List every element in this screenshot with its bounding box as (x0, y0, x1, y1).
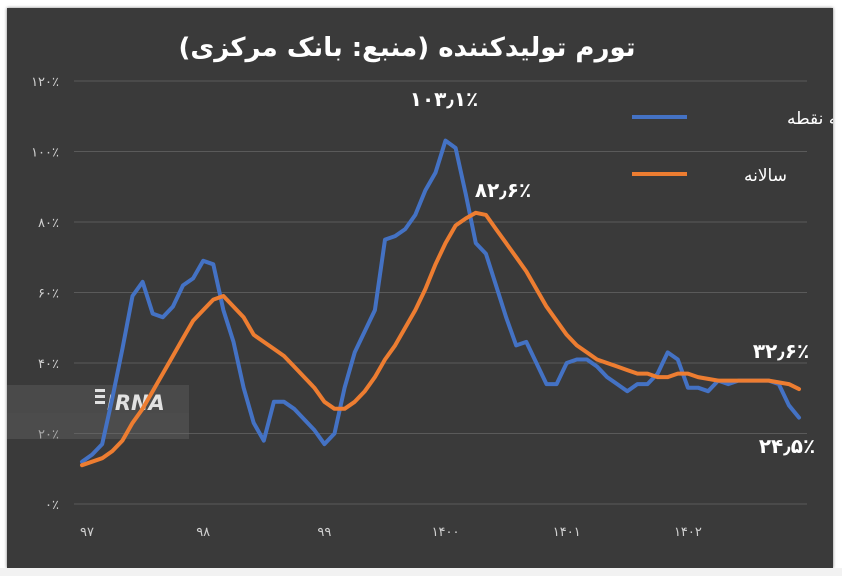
x-tick-label: ۱۴۰۲ (674, 525, 702, 540)
series-layer (80, 138, 801, 468)
x-tick-label: ۱۴۰۰ (432, 525, 460, 540)
x-tick-label: ۹۸ (196, 525, 210, 540)
data-label-last-annual: ۳۲٫۶٪ (753, 339, 809, 363)
irna-watermark: IRNA (7, 385, 189, 439)
chart-svg: تورم تولیدکننده (منبع: بانک مرکزی) ۰٪ ۲۰٪… (7, 33, 842, 540)
legend: نقطه به نقطه سالانه (632, 109, 842, 186)
x-axis: ۹۷ ۹۸ ۹۹ ۱۴۰۰ ۱۴۰۱ ۱۴۰۲ (80, 525, 702, 540)
x-tick-label: ۹۷ (80, 525, 94, 540)
data-label-last-point: ۲۴٫۵٪ (759, 434, 815, 458)
legend-label-point-to-point: نقطه به نقطه (787, 109, 833, 129)
x-tick-label: ۹۹ (317, 525, 331, 540)
data-label-peak-point: ۱۰۳٫۱٪ (410, 87, 479, 111)
legend-label-annual: سالانه (744, 166, 787, 186)
y-tick-label: ۴۰٪ (38, 357, 59, 372)
y-tick-label: ۱۰۰٪ (31, 146, 59, 161)
gridlines (74, 80, 807, 505)
chart-frame: تورم تولیدکننده (منبع: بانک مرکزی) ۰٪ ۲۰٪… (7, 8, 842, 568)
y-tick-label: ۶۰٪ (38, 287, 59, 302)
series-line-point-to-point (80, 138, 801, 464)
y-tick-label: ۱۲۰٪ (31, 75, 59, 90)
data-label-peak-annual: ۸۲٫۶٪ (475, 178, 531, 202)
series-line-annual (80, 210, 801, 468)
watermark-text: IRNA (107, 391, 165, 415)
y-tick-label: ۸۰٪ (38, 216, 59, 231)
x-tick-label: ۱۴۰۱ (553, 525, 581, 540)
y-tick-label: ۰٪ (45, 498, 59, 513)
y-axis: ۰٪ ۲۰٪ ۴۰٪ ۶۰٪ ۸۰٪ ۱۰۰٪ ۱۲۰٪ (31, 75, 59, 513)
chart-title: تورم تولیدکننده (منبع: بانک مرکزی) (178, 33, 635, 63)
y-tick-label: ۲۰٪ (38, 428, 59, 443)
page-footer-strip (0, 568, 842, 576)
